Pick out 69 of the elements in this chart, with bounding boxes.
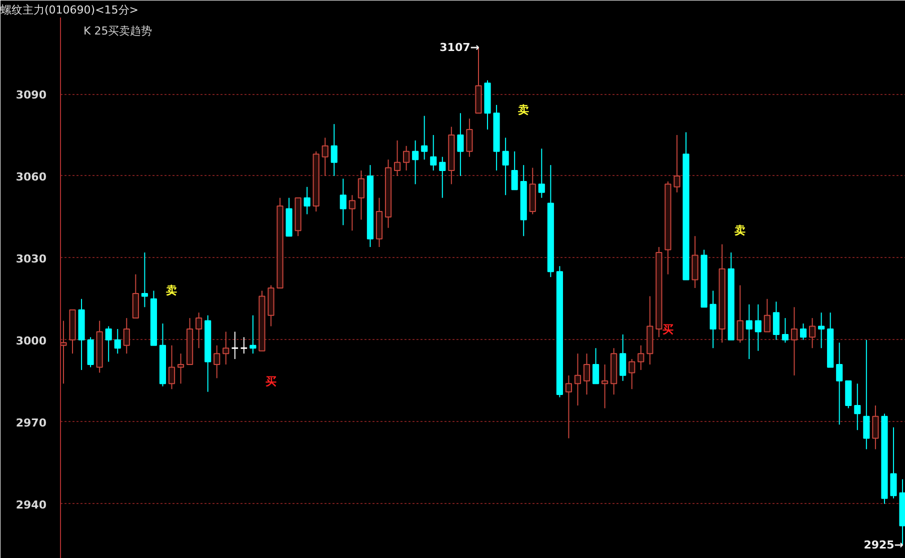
candlestick xyxy=(620,334,626,382)
candlestick xyxy=(890,426,897,499)
candlestick xyxy=(583,353,590,396)
candlestick xyxy=(412,140,419,185)
candlestick xyxy=(674,134,680,193)
candlestick xyxy=(403,145,410,172)
annotation: 3107→ xyxy=(440,41,480,54)
y-tick-label: 3030 xyxy=(16,252,47,266)
candlestick xyxy=(348,194,356,232)
candlestick xyxy=(574,353,582,406)
y-tick-label: 3090 xyxy=(16,88,47,102)
candlestick xyxy=(168,344,176,390)
candlestick xyxy=(358,170,364,220)
candlestick xyxy=(123,318,130,354)
candlestick xyxy=(330,124,338,176)
candlestick xyxy=(222,331,230,366)
text: K 25买卖趋势 xyxy=(84,24,152,38)
candlestick xyxy=(746,304,752,360)
candlestick xyxy=(340,178,346,226)
candlestick xyxy=(457,112,464,176)
candlestick xyxy=(430,134,437,172)
candlestick xyxy=(800,323,807,340)
y-tick-label: 3060 xyxy=(16,170,47,184)
chart-title: 螺纹主力(010690)<15分> xyxy=(0,4,139,16)
candlestick xyxy=(466,118,473,158)
candlestick xyxy=(60,320,67,384)
candlestick xyxy=(322,137,328,176)
candlestick xyxy=(764,298,770,332)
candlestick xyxy=(809,318,816,349)
candlestick xyxy=(602,364,608,409)
candlestick xyxy=(538,148,545,198)
candlestick xyxy=(872,404,879,450)
candlestick xyxy=(230,331,239,360)
text: 卖 xyxy=(734,224,746,237)
candlestick xyxy=(754,304,762,352)
y-tick-label: 3000 xyxy=(16,334,47,348)
candlestick xyxy=(439,156,446,198)
candlestick xyxy=(177,353,184,384)
candlestick xyxy=(141,252,148,308)
y-tick-label: 2970 xyxy=(16,416,47,430)
annotation: 2925→ xyxy=(864,538,904,552)
candlestick xyxy=(782,318,789,344)
candlestick xyxy=(628,358,636,390)
candlestick xyxy=(863,339,870,450)
candlestick xyxy=(250,314,256,354)
text: 卖 xyxy=(166,284,178,297)
candlestick xyxy=(772,301,780,340)
candlestick xyxy=(196,312,202,349)
y-tick-label: 2940 xyxy=(16,498,47,512)
candlestick xyxy=(790,306,798,376)
candlestick xyxy=(592,348,600,384)
candlestick xyxy=(511,150,518,190)
candlestick xyxy=(818,312,825,349)
text: 买 xyxy=(265,374,276,388)
candlestick xyxy=(736,284,744,344)
candlestick xyxy=(304,186,310,215)
candlestick xyxy=(114,328,121,354)
candlestick xyxy=(565,374,572,439)
candlestick xyxy=(421,115,428,160)
candlestick xyxy=(638,344,644,370)
candlestick xyxy=(105,326,112,362)
text: 卖 xyxy=(518,104,530,117)
text: 买 xyxy=(662,322,674,336)
candlestick xyxy=(240,336,248,354)
candlestick xyxy=(854,383,861,431)
candlestick xyxy=(394,140,401,176)
candlestick xyxy=(836,342,843,426)
candlestick xyxy=(502,137,509,196)
candlestick xyxy=(214,344,220,379)
